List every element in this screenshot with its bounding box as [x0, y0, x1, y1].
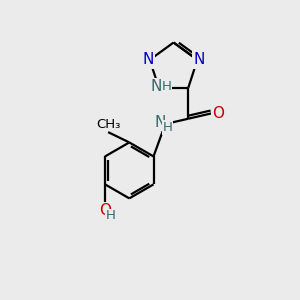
- Text: N: N: [154, 115, 166, 130]
- Text: CH₃: CH₃: [96, 118, 120, 130]
- Text: O: O: [213, 106, 225, 121]
- Text: H: H: [161, 80, 171, 93]
- Text: N: N: [193, 52, 205, 67]
- Text: N: N: [142, 52, 154, 67]
- Text: O: O: [99, 203, 111, 218]
- Text: H: H: [163, 121, 172, 134]
- Text: H: H: [105, 209, 115, 222]
- Text: N: N: [151, 79, 162, 94]
